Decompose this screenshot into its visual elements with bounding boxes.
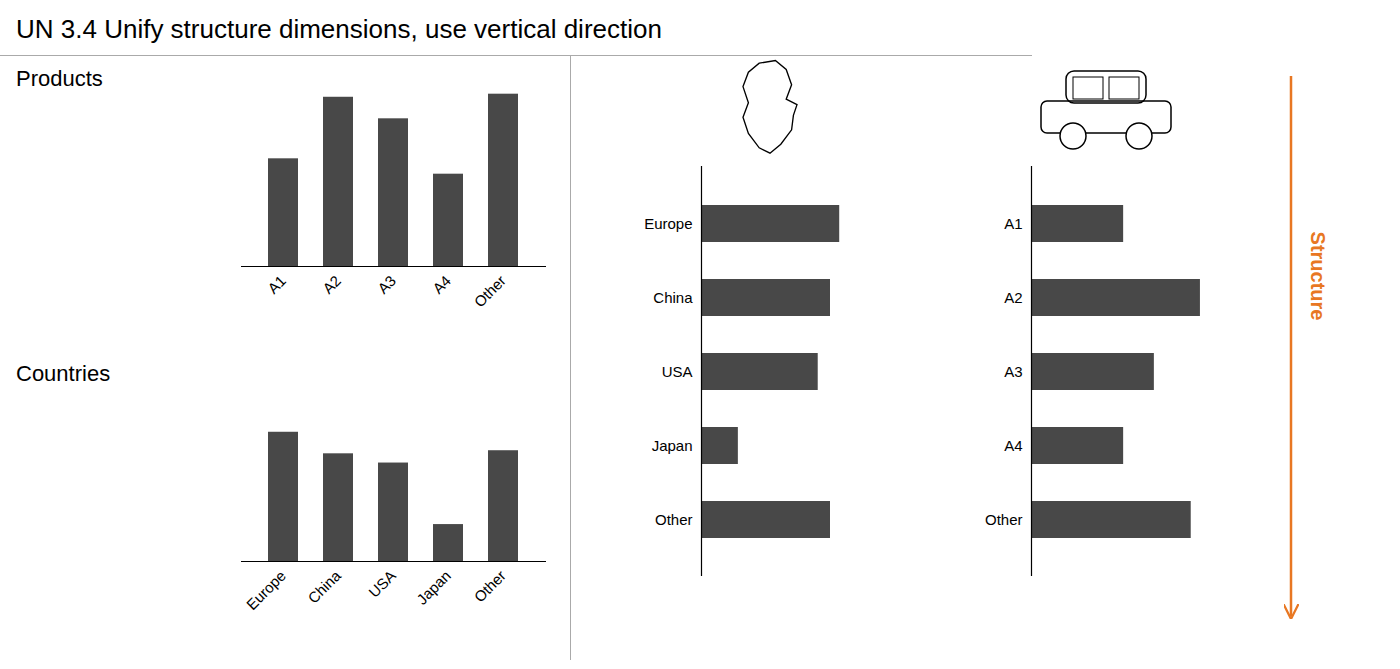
svg-text:A1: A1 [1004,215,1022,232]
svg-text:A2: A2 [319,272,344,297]
html-text:Countries: Countries [16,361,111,386]
svg-text:Japan: Japan [652,437,693,454]
html-text:Products: Products [16,66,103,91]
svg-text:Japan: Japan [413,567,454,608]
svg-text:Europe: Europe [644,215,692,232]
svg-text:USA: USA [365,567,399,601]
svg-text:China: China [653,289,693,306]
svg-text:A2: A2 [1004,289,1022,306]
svg-text:Europe: Europe [243,567,289,613]
svg-text:A3: A3 [374,272,399,297]
svg-text:Other: Other [985,511,1023,528]
svg-text:Other: Other [470,272,509,311]
svg-text:Other: Other [470,567,509,606]
svg-text:A3: A3 [1004,363,1022,380]
html-text:UN 3.4 Unify structure dimensi: UN 3.4 Unify structure dimensions, use v… [16,14,662,44]
svg-text:China: China [304,566,344,606]
svg-text:A4: A4 [1004,437,1022,454]
svg-text:Other: Other [655,511,693,528]
svg-text:Structure: Structure [1307,232,1329,321]
svg-text:USA: USA [662,363,693,380]
svg-text:A4: A4 [429,272,454,297]
svg-text:A1: A1 [264,272,289,297]
